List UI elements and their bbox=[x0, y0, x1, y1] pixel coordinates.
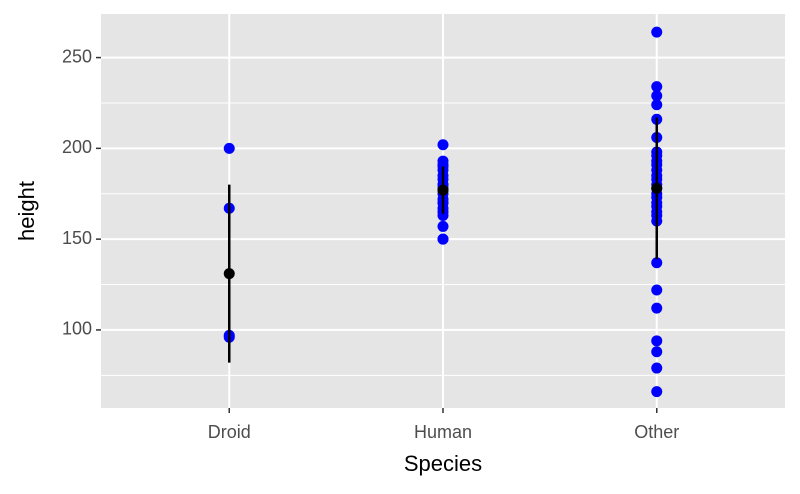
point bbox=[651, 335, 663, 347]
y-tick-label: 100 bbox=[62, 319, 92, 339]
point bbox=[651, 362, 663, 374]
y-tick-label: 200 bbox=[62, 137, 92, 157]
x-tick-label: Droid bbox=[208, 422, 251, 442]
point bbox=[437, 220, 449, 232]
point bbox=[651, 81, 663, 93]
point bbox=[651, 26, 663, 38]
mean-point bbox=[651, 182, 663, 194]
x-tick-label: Human bbox=[414, 422, 472, 442]
y-axis-title: height bbox=[14, 181, 39, 241]
point bbox=[437, 139, 449, 151]
mean-point bbox=[437, 184, 449, 196]
y-tick-label: 250 bbox=[62, 46, 92, 66]
point bbox=[437, 210, 449, 222]
x-axis-title: Species bbox=[404, 451, 482, 476]
point bbox=[651, 90, 663, 102]
x-tick-label: Other bbox=[634, 422, 679, 442]
point bbox=[651, 284, 663, 296]
mean-point bbox=[223, 268, 235, 280]
point bbox=[651, 346, 663, 358]
point bbox=[223, 142, 235, 154]
point bbox=[651, 257, 663, 269]
point bbox=[651, 99, 663, 111]
point bbox=[651, 386, 663, 398]
y-tick-label: 150 bbox=[62, 228, 92, 248]
point bbox=[651, 302, 663, 314]
point bbox=[437, 233, 449, 245]
